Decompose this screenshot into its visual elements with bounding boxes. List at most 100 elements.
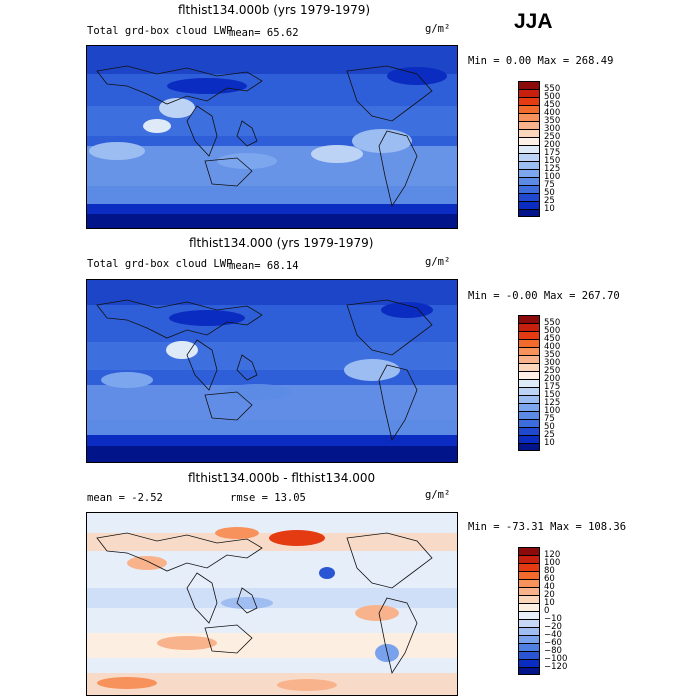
colorbar-swatch (518, 129, 540, 137)
colorbar-level-label: −20 (544, 622, 562, 632)
colorbar-swatch (518, 443, 540, 451)
colorbar-level-label: 75 (544, 414, 555, 424)
colorbar-swatch (518, 185, 540, 193)
colorbar-level-label: 20 (544, 590, 555, 600)
colorbar-level-label: 500 (544, 326, 561, 336)
panel-2-minmax: Min = -0.00 Max = 267.70 (468, 290, 620, 302)
panel-3-minmax: Min = -73.31 Max = 108.36 (468, 521, 627, 533)
colorbar-level-label: 125 (544, 398, 561, 408)
colorbar-level-label: 40 (544, 582, 555, 592)
panel-1-field-label: Total grd-box cloud LWP (87, 25, 233, 37)
colorbar-frame (518, 81, 540, 217)
panel-3-units: g/m² (425, 489, 451, 501)
colorbar-swatch (518, 121, 540, 129)
colorbar-level-label: 450 (544, 334, 561, 344)
colorbar-swatch (518, 153, 540, 161)
panel-1-minmax: Min = 0.00 Max = 268.49 (468, 55, 614, 67)
colorbar-swatch (518, 363, 540, 371)
colorbar-swatch (518, 611, 540, 619)
colorbar-level-label: −10 (544, 614, 562, 624)
colorbar-swatch (518, 193, 540, 201)
colorbar-level-label: 250 (544, 132, 561, 142)
panel-3-mean: mean = -2.52 (87, 492, 163, 504)
colorbar-level-label: 350 (544, 350, 561, 360)
colorbar-level-label: 0 (544, 606, 550, 616)
colorbar-level-label: 175 (544, 382, 561, 392)
colorbar-swatch (518, 619, 540, 627)
colorbar-level-label: 300 (544, 124, 561, 134)
colorbar-swatch (518, 379, 540, 387)
colorbar-level-label: 125 (544, 164, 561, 174)
colorbar-level-label: −120 (544, 662, 568, 672)
panel-2-field-label: Total grd-box cloud LWP (87, 258, 233, 270)
colorbar-swatch (518, 161, 540, 169)
colorbar-level-label: 120 (544, 550, 561, 560)
colorbar-swatch (518, 395, 540, 403)
colorbar-swatch (518, 169, 540, 177)
colorbar-swatch (518, 97, 540, 105)
season-label: JJA (514, 10, 553, 33)
panel-3-map (86, 512, 458, 696)
colorbar-level-label: 175 (544, 148, 561, 158)
colorbar-swatch (518, 579, 540, 587)
colorbar-level-label: 50 (544, 422, 555, 432)
colorbar-frame (518, 315, 540, 451)
colorbar-level-label: 10 (544, 438, 555, 448)
colorbar-swatch (518, 201, 540, 209)
panel-3-title: flthist134.000b - flthist134.000 (188, 471, 376, 485)
colorbar-swatch (518, 555, 540, 563)
colorbar-level-label: 150 (544, 156, 561, 166)
colorbar-level-label: 10 (544, 204, 555, 214)
colorbar-level-label: −60 (544, 638, 562, 648)
colorbar-level-label: 75 (544, 180, 555, 190)
colorbar-level-label: 25 (544, 430, 555, 440)
colorbar-level-label: 200 (544, 140, 561, 150)
panel-2-units: g/m² (425, 256, 451, 268)
colorbar-swatch (518, 427, 540, 435)
panel-2-mean: mean= 68.14 (229, 260, 299, 272)
colorbar-swatch (518, 635, 540, 643)
colorbar-level-label: 250 (544, 366, 561, 376)
colorbar-swatch (518, 387, 540, 395)
colorbar-swatch (518, 419, 540, 427)
colorbar-level-label: −40 (544, 630, 562, 640)
colorbar-level-label: 100 (544, 558, 561, 568)
colorbar-swatch (518, 145, 540, 153)
colorbar-swatch (518, 177, 540, 185)
colorbar-swatch (518, 587, 540, 595)
colorbar-level-label: 550 (544, 318, 561, 328)
panel-1-map (86, 45, 458, 229)
colorbar-level-label: 10 (544, 598, 555, 608)
colorbar-swatch (518, 371, 540, 379)
colorbar-level-label: 150 (544, 390, 561, 400)
colorbar-swatch (518, 113, 540, 121)
colorbar-swatch (518, 595, 540, 603)
colorbar-level-label: 400 (544, 342, 561, 352)
colorbar-swatch (518, 603, 540, 611)
colorbar-swatch (518, 651, 540, 659)
colorbar-swatch (518, 347, 540, 355)
colorbar-swatch (518, 435, 540, 443)
colorbar-level-label: −100 (544, 654, 568, 664)
colorbar-level-label: 200 (544, 374, 561, 384)
colorbar-level-label: 25 (544, 196, 555, 206)
colorbar-swatch (518, 403, 540, 411)
colorbar-swatch (518, 355, 540, 363)
colorbar-swatch (518, 209, 540, 217)
colorbar-swatch (518, 331, 540, 339)
colorbar-swatch (518, 667, 540, 675)
panel-2-title: flthist134.000 (yrs 1979-1979) (189, 236, 374, 250)
colorbar-level-label: 100 (544, 406, 561, 416)
colorbar-level-label: 80 (544, 566, 555, 576)
panel-2-map (86, 279, 458, 463)
colorbar-swatch (518, 563, 540, 571)
colorbar-frame (518, 547, 540, 675)
colorbar-swatch (518, 643, 540, 651)
colorbar-swatch (518, 105, 540, 113)
colorbar-level-label: 500 (544, 92, 561, 102)
colorbar-level-label: 60 (544, 574, 555, 584)
panel-3-rmse: rmse = 13.05 (230, 492, 306, 504)
panel-1-units: g/m² (425, 23, 451, 35)
colorbar-level-label: 400 (544, 108, 561, 118)
colorbar-swatch (518, 339, 540, 347)
